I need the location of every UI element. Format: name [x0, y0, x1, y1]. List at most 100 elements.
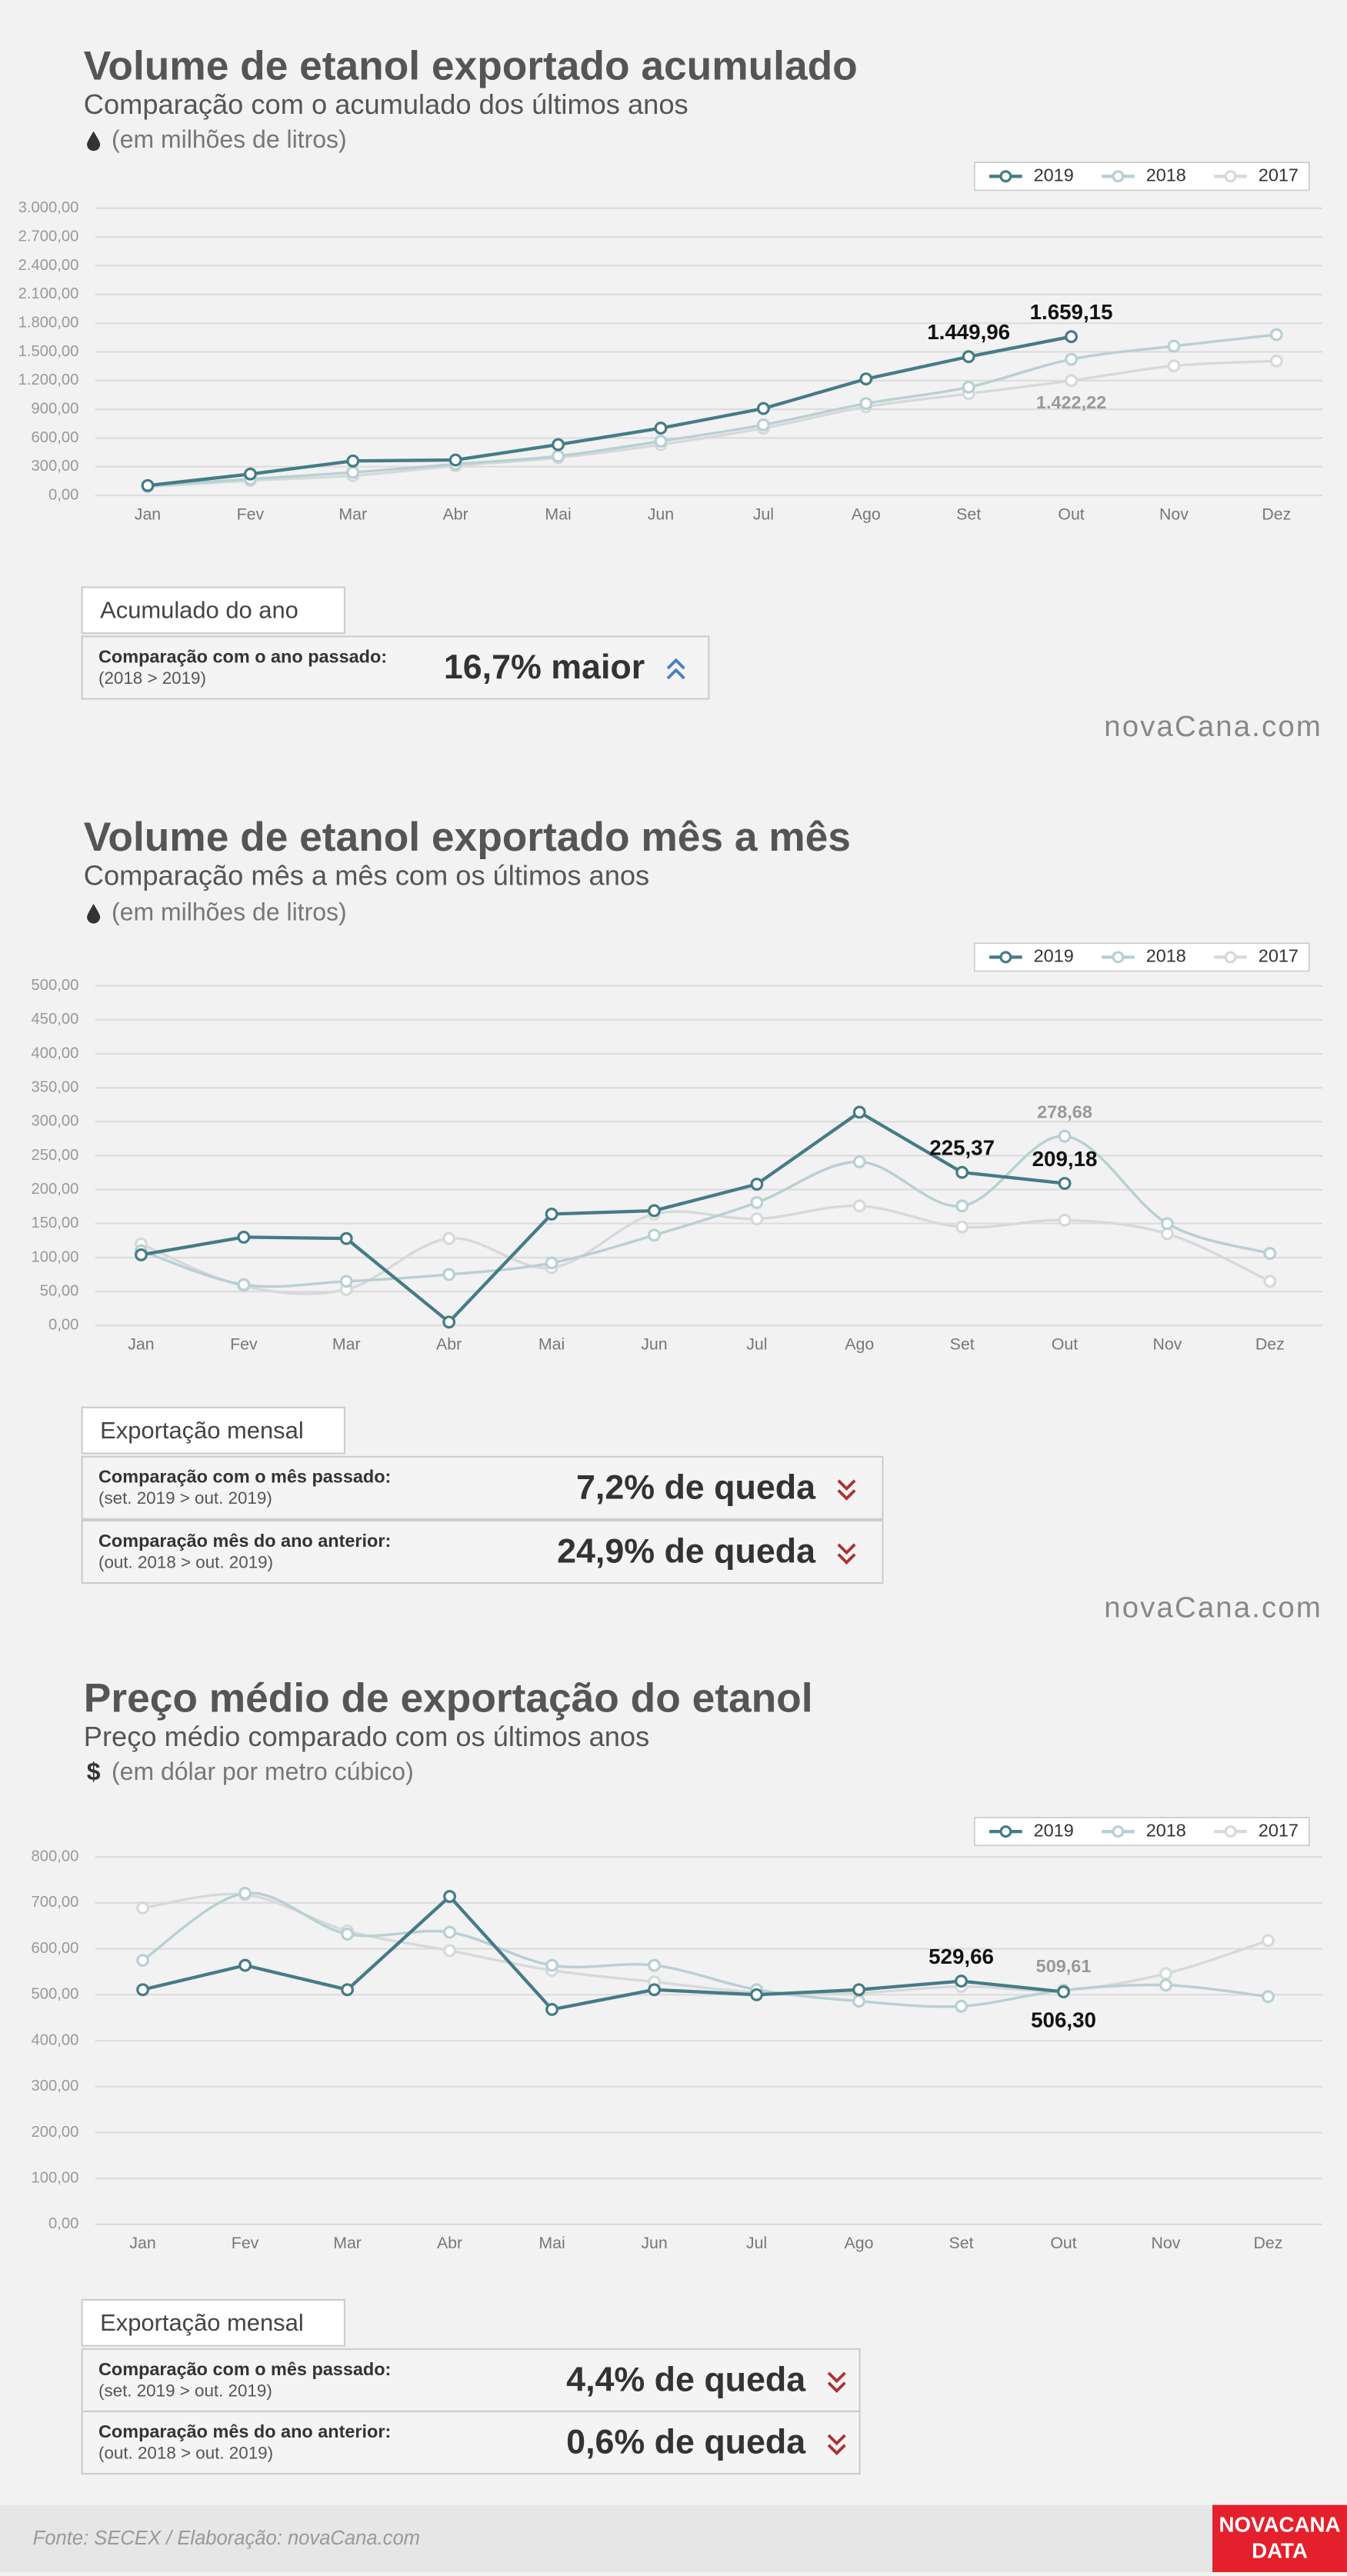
- point: [545, 1958, 558, 1972]
- row-label: Comparação mês do ano anterior:: [98, 1531, 391, 1551]
- x-tick-label: Jun: [641, 2234, 667, 2252]
- legend-label: 2017: [1259, 1820, 1299, 1840]
- point: [852, 1155, 866, 1168]
- point: [346, 465, 360, 479]
- point: [852, 1983, 865, 1997]
- y-tick-label: 250,00: [31, 1147, 78, 1164]
- row-label: Comparação com o mês passado:: [98, 1467, 391, 1487]
- point: [654, 422, 668, 435]
- chart-subtitle: Comparação mês a mês com os últimos anos: [84, 860, 649, 891]
- point: [341, 1928, 354, 1941]
- y-tick-label: 450,00: [31, 1011, 78, 1028]
- x-tick-label: Jan: [135, 505, 161, 523]
- x-tick-label: Mar: [332, 1335, 361, 1353]
- x-tick-label: Jul: [746, 1335, 767, 1353]
- point: [654, 435, 668, 448]
- row-result: 0,6% de queda: [566, 2422, 806, 2461]
- point: [1263, 1275, 1277, 1288]
- point: [1269, 328, 1283, 342]
- point: [141, 478, 155, 492]
- y-tick-label: 2.400,00: [18, 257, 79, 274]
- row-detail: (out. 2018 > out. 2019): [98, 2443, 273, 2462]
- x-tick-label: Abr: [437, 2234, 462, 2252]
- point: [1057, 1985, 1070, 1998]
- y-tick-label: 700,00: [31, 1894, 78, 1911]
- y-tick-label: 0,00: [48, 1317, 78, 1334]
- legend-marker: [999, 951, 1012, 964]
- y-tick-label: 200,00: [31, 1181, 78, 1198]
- point: [545, 1256, 558, 1270]
- x-tick-label: Set: [956, 505, 981, 523]
- x-tick-label: Jul: [753, 505, 774, 523]
- x-tick-label: Jun: [641, 1335, 667, 1353]
- y-tick-label: 350,00: [31, 1079, 78, 1096]
- point: [238, 1886, 252, 1900]
- point: [648, 1228, 661, 1242]
- point: [1161, 1217, 1174, 1231]
- legend: [973, 162, 1310, 192]
- legend-label: 2017: [1259, 165, 1299, 185]
- point: [859, 397, 873, 411]
- x-tick-label: Abr: [436, 1335, 462, 1353]
- point: [442, 1231, 456, 1245]
- point: [1159, 1978, 1172, 1992]
- legend: [973, 1817, 1310, 1847]
- x-tick-label: Mar: [338, 505, 367, 523]
- point: [346, 454, 360, 468]
- point: [955, 1974, 968, 1988]
- footer-source: Fonte: SECEX / Elaboração: novaCana.com: [33, 2528, 420, 2549]
- point: [545, 2002, 558, 2016]
- data-label: 529,66: [929, 1944, 994, 1968]
- y-tick-label: 150,00: [31, 1215, 78, 1231]
- drop-icon: [87, 131, 101, 152]
- point: [648, 1983, 661, 1997]
- y-tick-label: 300,00: [31, 2078, 78, 2094]
- point: [341, 1983, 354, 1997]
- y-tick-label: 2.100,00: [18, 285, 79, 302]
- point: [955, 1165, 969, 1179]
- point: [339, 1231, 353, 1245]
- summary-row: [81, 635, 710, 700]
- series-line: [141, 1110, 1065, 1325]
- point: [962, 350, 975, 364]
- y-tick-label: 2.700,00: [18, 228, 79, 245]
- x-tick-label: Out: [1058, 505, 1084, 523]
- x-tick-label: Mar: [333, 2234, 362, 2252]
- y-tick-label: 900,00: [31, 400, 78, 417]
- series-line: [142, 1891, 1269, 2008]
- x-tick-label: Jul: [746, 2234, 767, 2252]
- point: [1065, 352, 1078, 366]
- chart-title: Preço médio de exportação do etanol: [84, 1676, 813, 1721]
- x-tick-label: Nov: [1159, 505, 1189, 523]
- row-result: 16,7% maior: [444, 648, 645, 686]
- x-tick-label: Fev: [232, 2234, 259, 2252]
- x-tick-label: Jun: [648, 505, 674, 523]
- y-tick-label: 50,00: [40, 1282, 79, 1299]
- y-tick-label: 100,00: [31, 1248, 78, 1265]
- point: [552, 449, 565, 463]
- direction-icon: [827, 2371, 846, 2384]
- x-tick-label: Mai: [538, 2234, 565, 2252]
- direction-icon: [837, 1543, 856, 1555]
- y-tick-label: 400,00: [31, 1045, 78, 1061]
- y-tick-label: 300,00: [31, 458, 78, 475]
- series-line: [140, 1135, 1271, 1288]
- point: [243, 467, 257, 481]
- y-tick-label: 0,00: [48, 486, 78, 503]
- legend-label: 2018: [1146, 946, 1186, 966]
- point: [955, 1999, 968, 2013]
- y-tick-label: 500,00: [31, 1986, 78, 2003]
- summary-header-box: [81, 586, 345, 635]
- point: [955, 1199, 969, 1213]
- x-tick-label: Nov: [1152, 1335, 1182, 1353]
- row-label: Comparação mês do ano anterior:: [98, 2421, 391, 2441]
- y-tick-label: 600,00: [31, 429, 78, 446]
- legend-label: 2018: [1146, 165, 1186, 185]
- y-tick-label: 1.800,00: [18, 314, 79, 331]
- summary-header-box: [81, 2298, 345, 2347]
- direction-icon: [666, 668, 685, 680]
- data-label: 225,37: [929, 1136, 995, 1160]
- series-line: [140, 1205, 1271, 1295]
